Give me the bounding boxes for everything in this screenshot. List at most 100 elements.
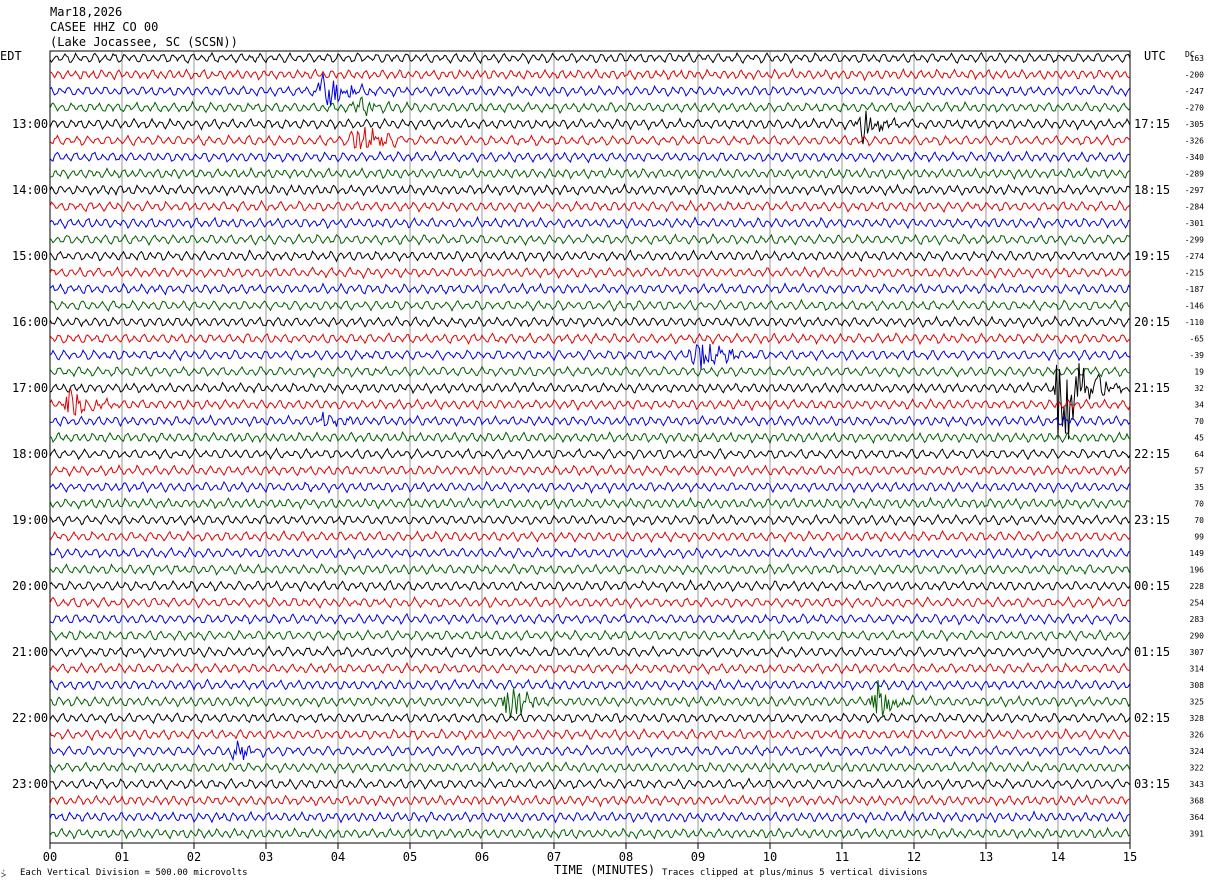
right-timezone-label: UTC (1144, 49, 1166, 63)
dc-offset-value: 19 (1194, 368, 1204, 377)
x-tick-label: 00 (43, 850, 57, 864)
x-tick-label: 10 (763, 850, 777, 864)
x-tick-label: 02 (187, 850, 201, 864)
minute-gridlines (121, 51, 1059, 843)
trace-line (49, 712, 1131, 725)
right-hour-labels: 17:15 18:15 19:15 20:15 21:15 22:15 23:15 00:15… (1134, 117, 1170, 791)
trace-line (49, 447, 1131, 461)
left-hour-label: 16:00 (12, 315, 48, 329)
dc-offset-value: 45 (1194, 434, 1204, 443)
x-axis-ticks: 00 01 02 03 04 05 06 07 08 09 10 11 12 13 14 15 (43, 843, 1137, 864)
x-tick-label: 08 (619, 850, 633, 864)
location-label: (Lake Jocassee, SC (SCSN)) (50, 35, 238, 49)
x-tick-label: 01 (115, 850, 129, 864)
trace-line (49, 215, 1131, 230)
dc-offset-value: 163 (1190, 54, 1205, 63)
x-tick-label: 14 (1051, 850, 1065, 864)
dc-offset-value: -247 (1185, 87, 1204, 96)
dc-offset-value: 34 (1194, 401, 1204, 410)
dc-offset-value: 368 (1190, 797, 1205, 806)
trace-line (49, 546, 1131, 560)
dc-offset-value: -297 (1185, 186, 1204, 195)
trace-line (49, 563, 1131, 576)
x-tick-label: 09 (691, 850, 705, 864)
trace-line (49, 96, 1131, 117)
x-tick-label: 13 (979, 850, 993, 864)
trace-line (49, 67, 1131, 82)
dc-offset-value: 290 (1190, 632, 1205, 641)
trace-line (49, 680, 1131, 719)
trace-line (49, 595, 1131, 610)
dc-offset-value: -326 (1185, 137, 1204, 146)
dc-offset-value: 70 (1194, 500, 1204, 509)
right-hour-label: 01:15 (1134, 645, 1170, 659)
x-tick-label: 04 (331, 850, 345, 864)
dc-offset-value: 70 (1194, 516, 1204, 525)
seismic-traces (49, 51, 1131, 840)
trace-line (49, 73, 1131, 106)
dc-offset-value: -305 (1185, 120, 1204, 129)
date-label: Mar18,2026 (50, 5, 122, 19)
right-hour-label: 22:15 (1134, 447, 1170, 461)
dc-offset-value: -289 (1185, 170, 1204, 179)
trace-line (49, 431, 1131, 445)
x-tick-label: 11 (835, 850, 849, 864)
trace-line (49, 678, 1131, 692)
trace-line (49, 298, 1131, 312)
trace-line (49, 496, 1131, 511)
left-hour-labels: 13:00 14:00 15:00 16:00 17:00 18:00 19:00 20:00… (12, 117, 48, 791)
left-hour-label: 14:00 (12, 183, 48, 197)
dc-offset-value: 314 (1190, 665, 1205, 674)
clip-note: Traces clipped at plus/minus 5 vertical … (662, 868, 928, 878)
left-hour-label: 13:00 (12, 117, 48, 131)
dc-offset-value: -65 (1190, 335, 1205, 344)
trace-line (49, 166, 1131, 181)
dc-offset-value: 64 (1194, 450, 1204, 459)
trace-line (49, 810, 1131, 824)
dc-label: DC (1185, 50, 1195, 59)
dc-offset-value: 364 (1190, 813, 1205, 822)
trace-line (49, 183, 1131, 197)
left-hour-label: 19:00 (12, 513, 48, 527)
dc-offset-value: -274 (1185, 252, 1204, 261)
right-hour-label: 21:15 (1134, 381, 1170, 395)
dc-offset-value: 70 (1194, 417, 1204, 426)
dc-offset-value: 391 (1190, 830, 1205, 839)
trace-line (49, 199, 1131, 214)
corner-mark: ⩼ (1, 870, 6, 880)
dc-offset-value: -270 (1185, 104, 1204, 113)
trace-line (49, 110, 1131, 145)
trace-line (49, 760, 1131, 775)
trace-line (49, 794, 1131, 808)
left-hour-label: 21:00 (12, 645, 48, 659)
station-label: CASEE HHZ CO 00 (50, 20, 158, 34)
x-tick-label: 15 (1123, 850, 1137, 864)
dc-offset-value: -340 (1185, 153, 1204, 162)
trace-line (49, 740, 1131, 762)
trace-line (49, 387, 1131, 416)
dc-offset-value: 328 (1190, 714, 1205, 723)
dc-offset-value: -284 (1185, 203, 1204, 212)
trace-line (49, 513, 1131, 527)
trace-line (49, 315, 1131, 329)
dc-offset-value: -187 (1185, 285, 1204, 294)
trace-line (49, 233, 1131, 247)
trace-line (49, 150, 1131, 164)
x-tick-label: 07 (547, 850, 561, 864)
left-hour-label: 18:00 (12, 447, 48, 461)
x-tick-label: 05 (403, 850, 417, 864)
trace-line (49, 126, 1131, 150)
dc-offset-value: 254 (1190, 599, 1205, 608)
dc-offset-value: 283 (1190, 615, 1205, 624)
dc-offset-value: -110 (1185, 318, 1204, 327)
trace-line (49, 249, 1131, 263)
trace-line (49, 51, 1131, 65)
right-hour-label: 17:15 (1134, 117, 1170, 131)
dc-offset-value: 308 (1190, 681, 1205, 690)
x-tick-label: 12 (907, 850, 921, 864)
trace-line (49, 777, 1131, 791)
dc-offset-value: 35 (1194, 483, 1204, 492)
dc-offset-value: 57 (1194, 467, 1204, 476)
dc-offset-value: 343 (1190, 780, 1205, 789)
